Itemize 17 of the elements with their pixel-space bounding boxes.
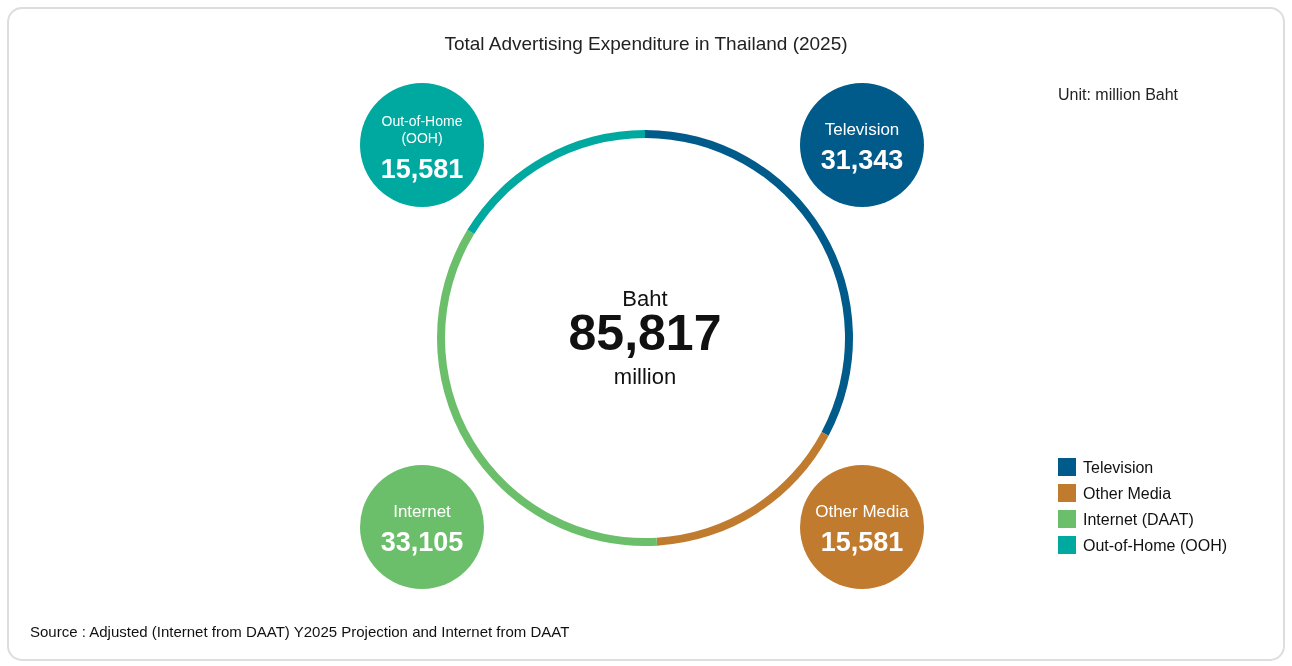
data-label: 15,581	[380, 154, 464, 184]
chart-title: Total Advertising Expenditure in Thailand (2025)	[444, 33, 848, 54]
text: million	[613, 364, 677, 389]
legend-label: Other Media	[1083, 485, 1172, 502]
data-label: 33,105	[380, 527, 464, 557]
slice-label: Television	[824, 120, 900, 139]
legend-label: Internet (DAAT)	[1083, 511, 1194, 528]
slice-label: Out-of-Home (OOH)	[381, 113, 463, 146]
text: Internet	[393, 502, 451, 521]
legend-label: Television	[1083, 459, 1154, 476]
data-label: 15,581	[820, 527, 904, 557]
source-note: Source : Adjusted (Internet from DAAT) Y2025 Projection and Internet from DAAT	[30, 623, 570, 640]
slice-label: Other Media	[815, 502, 910, 521]
legend-label: Out-of-Home (OOH)	[1083, 537, 1228, 554]
donut-slice	[467, 130, 645, 234]
chart-subtitle: Unit: million Baht	[1058, 86, 1179, 103]
data-label: 31,343	[820, 145, 904, 175]
